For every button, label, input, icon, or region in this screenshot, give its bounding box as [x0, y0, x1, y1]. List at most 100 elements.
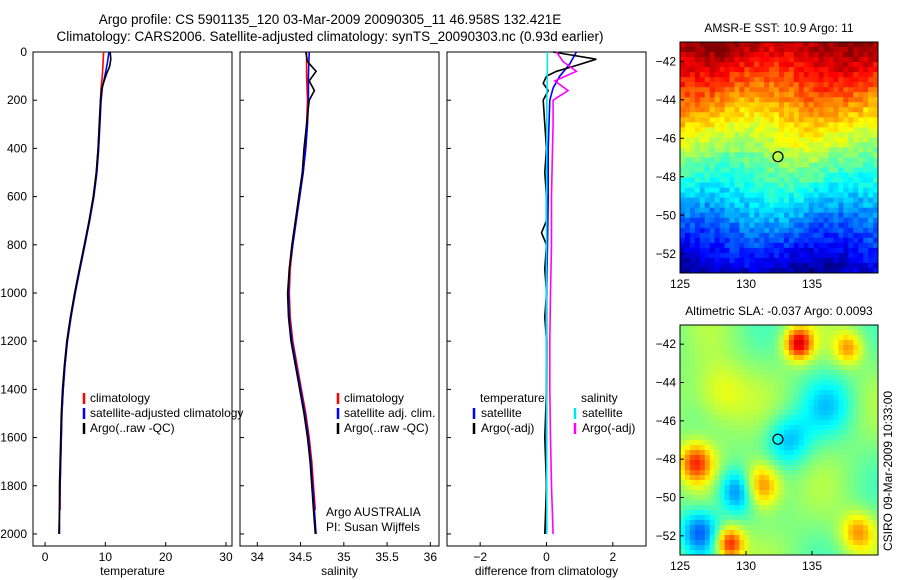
- map-cell: [868, 152, 874, 159]
- map-cell: [858, 232, 864, 239]
- map-cell: [779, 267, 785, 273]
- map-cell: [873, 545, 878, 551]
- map-cell: [699, 252, 706, 259]
- map-cell: [818, 137, 825, 144]
- map-cell: [684, 42, 691, 48]
- map-cell: [833, 520, 839, 526]
- map-cell: [823, 430, 830, 436]
- map-cell: [828, 242, 835, 249]
- map-cell: [863, 182, 869, 189]
- map-cell: [833, 500, 839, 506]
- map-cell: [793, 197, 800, 204]
- map-cell: [838, 385, 844, 391]
- map-cell: [744, 72, 750, 78]
- map-cell: [779, 395, 785, 401]
- map-cell: [833, 435, 839, 441]
- map-cell: [769, 460, 775, 466]
- map-cell: [838, 475, 844, 481]
- map-cell: [734, 495, 740, 501]
- map-cell: [838, 157, 844, 164]
- map-cell: [863, 87, 869, 93]
- map-cell: [769, 545, 775, 551]
- map-cell: [709, 380, 716, 386]
- map-cell: [813, 197, 820, 204]
- map-cell: [699, 217, 706, 224]
- map-cell: [798, 252, 805, 259]
- map-cell: [694, 152, 701, 159]
- map-cell: [699, 112, 706, 118]
- map-cell: [769, 520, 775, 526]
- map-cell: [833, 340, 839, 346]
- annotation-text: Argo AUSTRALIA: [326, 505, 421, 519]
- map-cell: [858, 425, 864, 431]
- map-cell: [744, 540, 750, 546]
- map-cell: [823, 350, 830, 356]
- map-cell: [724, 545, 731, 551]
- map-cell: [858, 77, 864, 83]
- map-cell: [764, 390, 770, 396]
- map-cell: [868, 385, 874, 391]
- map-cell: [774, 137, 780, 144]
- map-cell: [764, 530, 770, 536]
- map-cell: [818, 525, 825, 531]
- map-cell: [868, 237, 874, 244]
- map-cell: [769, 410, 775, 416]
- map-cell: [729, 157, 736, 164]
- map-cell: [729, 202, 736, 209]
- map-cell: [684, 262, 691, 269]
- map-cell: [749, 535, 755, 541]
- y-tick-label: −42: [656, 337, 677, 351]
- map-cell: [798, 162, 805, 169]
- map-cell: [729, 530, 736, 536]
- map-cell: [739, 172, 745, 179]
- map-cell: [863, 167, 869, 174]
- map-cell: [823, 325, 830, 331]
- map-cell: [798, 87, 805, 93]
- map-cell: [709, 202, 716, 209]
- map-cell: [739, 117, 745, 123]
- map-cell: [873, 52, 878, 58]
- map-cell: [868, 335, 874, 341]
- map-cell: [769, 505, 775, 511]
- map-cell: [863, 102, 869, 108]
- map-cell: [680, 47, 686, 53]
- map-cell: [863, 515, 869, 521]
- map-cell: [803, 415, 810, 421]
- map-cell: [833, 480, 839, 486]
- map-cell: [734, 102, 740, 108]
- map-cell: [684, 385, 691, 391]
- y-tick-label: −42: [656, 54, 677, 68]
- map-cell: [863, 122, 869, 128]
- map-cell: [823, 127, 830, 133]
- map-cell: [823, 167, 830, 174]
- map-cell: [684, 350, 691, 356]
- map-cell: [739, 400, 745, 406]
- map-cell: [779, 400, 785, 406]
- map-cell: [803, 257, 810, 264]
- map-cell: [699, 435, 706, 441]
- map-cell: [798, 490, 805, 496]
- map-cell: [699, 87, 706, 93]
- map-cell: [833, 405, 839, 411]
- map-cell: [783, 415, 790, 421]
- map-cell: [848, 267, 854, 273]
- map-cell: [680, 152, 686, 159]
- map-cell: [838, 450, 844, 456]
- map-cell: [774, 167, 780, 174]
- map-cell: [868, 375, 874, 381]
- map-cell: [680, 127, 686, 133]
- map-cell: [719, 167, 726, 174]
- map-cell: [779, 117, 785, 123]
- map-cell: [774, 455, 780, 461]
- map-cell: [734, 385, 740, 391]
- map-cell: [680, 67, 686, 73]
- map-cell: [808, 107, 815, 113]
- map-cell: [868, 400, 874, 406]
- map-cell: [694, 480, 701, 486]
- map-cell: [724, 380, 731, 386]
- map-cell: [704, 137, 711, 144]
- map-cell: [873, 107, 878, 113]
- map-cell: [779, 420, 785, 426]
- map-cell: [704, 147, 711, 154]
- map-cell: [689, 157, 696, 164]
